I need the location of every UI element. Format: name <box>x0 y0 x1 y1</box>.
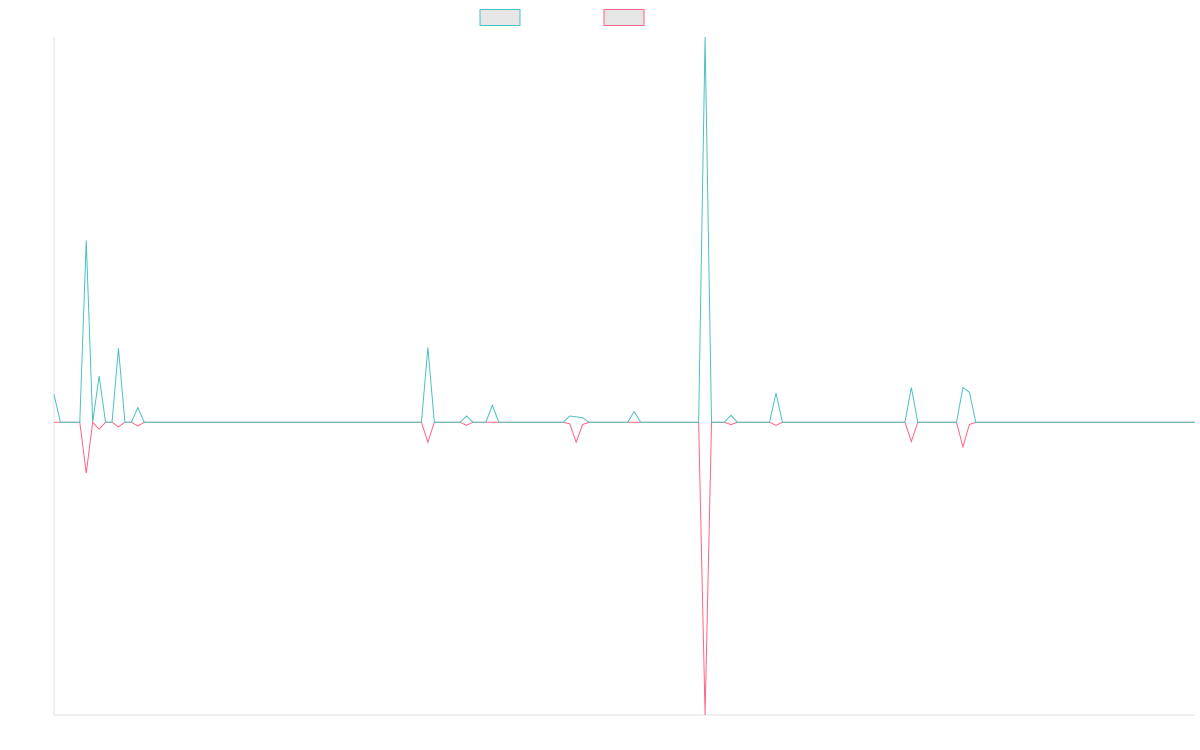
series-line <box>53 36 1195 423</box>
legend-swatch <box>479 9 521 26</box>
series-line <box>54 421 1195 716</box>
legend-swatch <box>603 9 645 26</box>
